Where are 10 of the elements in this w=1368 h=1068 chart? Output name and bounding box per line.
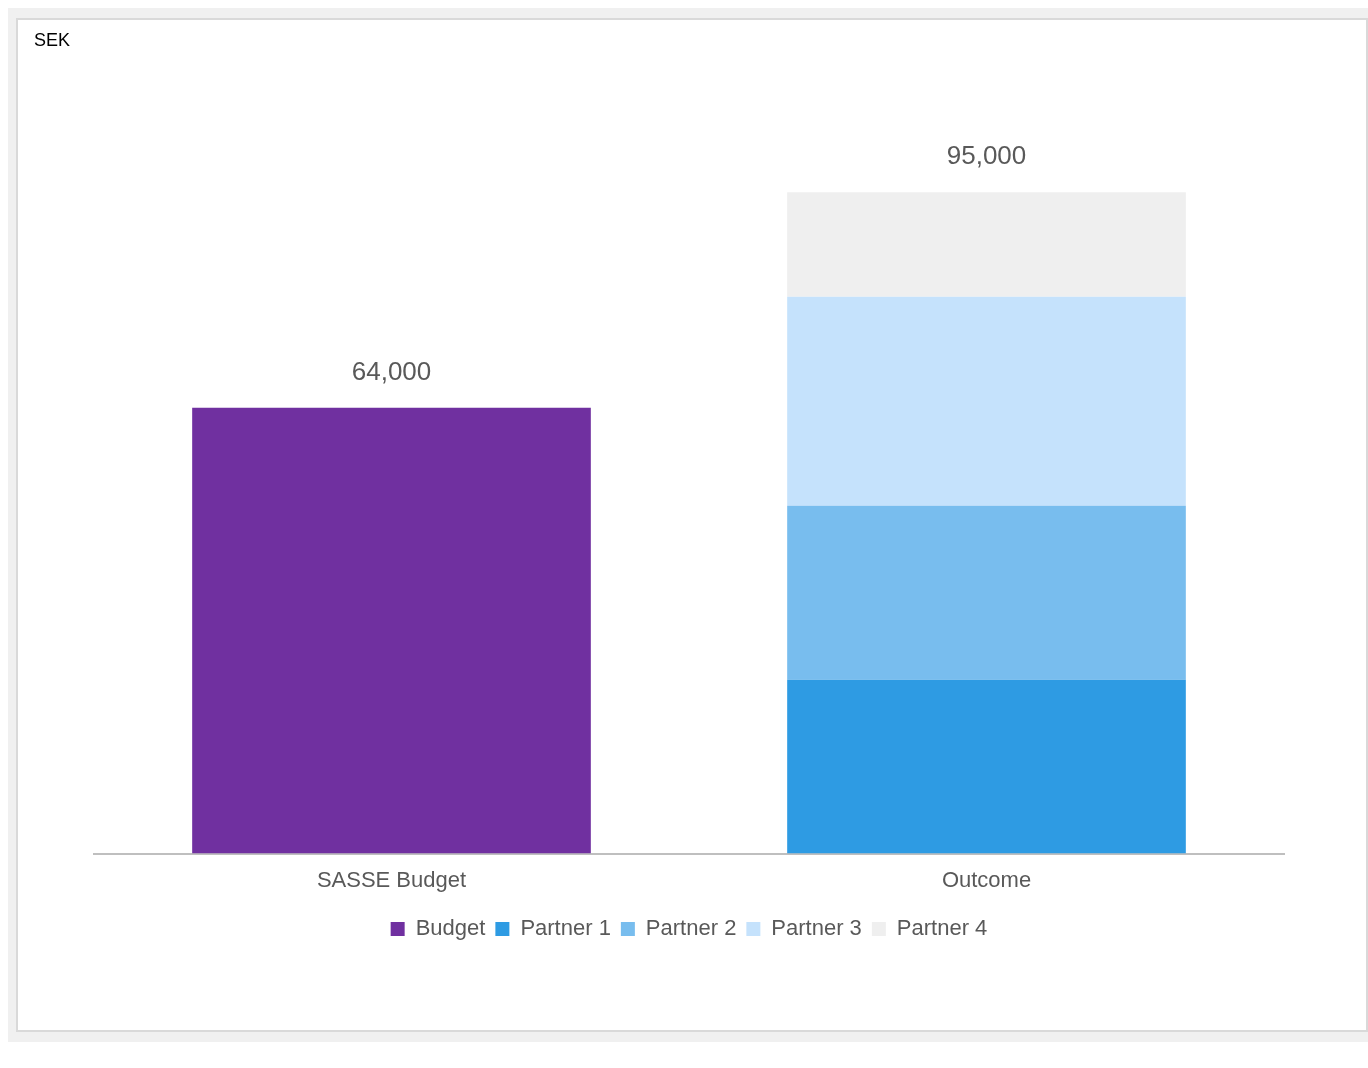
legend-label: Budget <box>415 915 486 941</box>
text: SEK <box>34 29 71 50</box>
annotation: 64,000 <box>351 356 432 387</box>
legend-label: Partner 3 <box>771 915 862 941</box>
x-tick-label: Outcome <box>941 866 1032 892</box>
legend-label: Partner 4 <box>896 915 988 941</box>
legend-label: Partner 1 <box>520 915 611 941</box>
legend-label: Partner 2 <box>645 915 737 941</box>
x-tick-label: SASSE Budget <box>316 866 467 892</box>
annotation: 95,000 <box>946 140 1027 171</box>
